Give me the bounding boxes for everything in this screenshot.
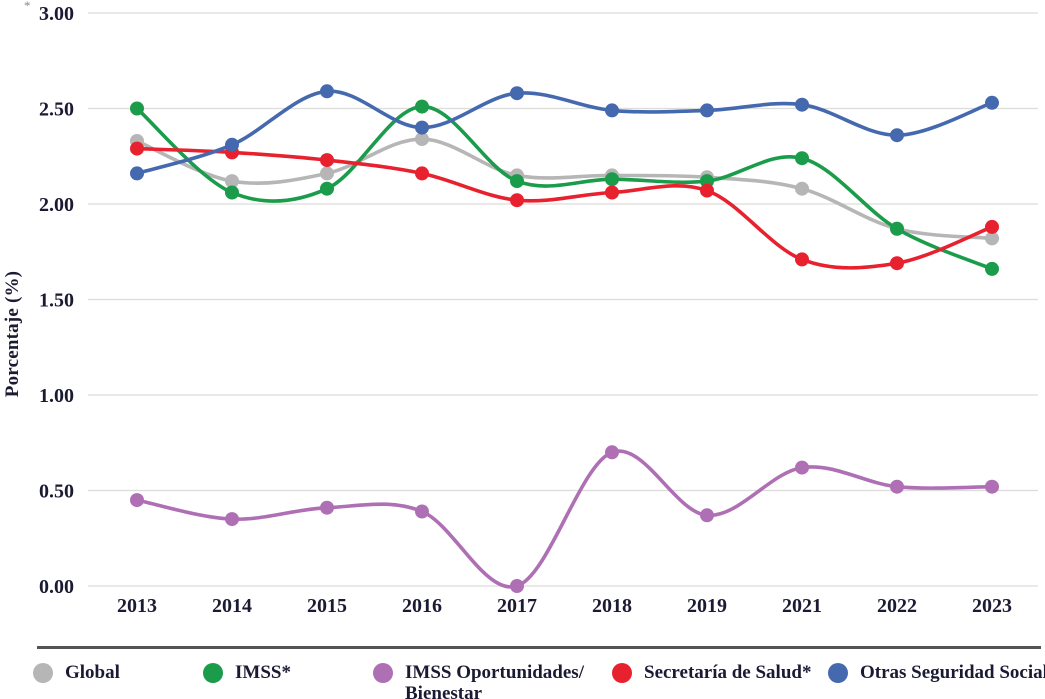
- legend-item-imss: IMSS*: [203, 662, 291, 683]
- data-point: [890, 128, 904, 143]
- data-point: [130, 493, 144, 508]
- legend-label-secretar-a-de-salud: Secretaría de Salud*: [644, 662, 812, 683]
- x-tick-label: 2015: [307, 595, 347, 617]
- series-line-imss-oportunidades-bienestar: [135, 449, 994, 589]
- data-point: [415, 99, 429, 114]
- x-axis-tick-labels: 2013 2014 2015 2016 2017 2018 2019 2021 2022 2023: [117, 595, 1012, 617]
- data-point: [320, 84, 334, 99]
- legend-swatch-secretar-a-de-salud: [612, 663, 632, 683]
- data-point: [985, 479, 999, 494]
- data-point: [795, 151, 809, 166]
- data-point: [605, 172, 619, 187]
- series-imss: [130, 99, 999, 276]
- data-point: [700, 183, 714, 198]
- legend-label-imss-oportunidades-bienestar: IMSS Oportunidades/Bienestar: [405, 662, 584, 699]
- y-tick-label: 3.00: [39, 3, 74, 25]
- series-line-otras-seguridad-social: [135, 89, 994, 176]
- data-point: [320, 500, 334, 515]
- series-secretar-a-de-salud: [130, 141, 999, 271]
- x-tick-label: 2019: [687, 595, 727, 617]
- y-tick-label: 0.50: [39, 481, 74, 503]
- data-point: [890, 256, 904, 271]
- data-point: [320, 181, 334, 196]
- data-point: [985, 95, 999, 110]
- data-point: [700, 508, 714, 523]
- legend-item-imss-oportunidades-bienestar: IMSS Oportunidades/Bienestar: [373, 662, 584, 699]
- data-point: [985, 231, 999, 246]
- data-point: [130, 141, 144, 156]
- data-point: [130, 101, 144, 116]
- data-point: [795, 460, 809, 475]
- chart-legend: Global IMSS* IMSS Oportunidades/Bienestar S…: [0, 662, 1045, 699]
- legend-item-otras-seguridad-social: Otras Seguridad Social: [828, 662, 1045, 683]
- legend-label-global: Global: [65, 662, 120, 683]
- series-imss-oportunidades-bienestar: [130, 445, 999, 593]
- data-point: [415, 504, 429, 519]
- chart-canvas: 3.00 2.50 2.00 1.50 1.00 0.50 0.00 2013 2014 2015…: [39, 3, 1038, 617]
- data-point: [605, 185, 619, 200]
- data-point: [985, 261, 999, 276]
- data-point: [130, 166, 144, 181]
- y-tick-label: 1.00: [39, 385, 74, 407]
- y-tick-label: 0.00: [39, 576, 74, 598]
- data-point: [890, 479, 904, 494]
- data-point: [510, 174, 524, 189]
- data-point: [320, 153, 334, 168]
- data-point: [890, 221, 904, 236]
- series-line-imss: [135, 104, 994, 271]
- data-point: [225, 185, 239, 200]
- x-tick-label: 2013: [117, 595, 157, 617]
- series-line-secretar-a-de-salud: [135, 146, 994, 270]
- y-tick-label: 2.50: [39, 99, 74, 121]
- legend-swatch-imss-oportunidades-bienestar: [373, 663, 393, 683]
- legend-item-global: Global: [33, 662, 120, 683]
- data-point: [510, 193, 524, 208]
- data-point: [795, 181, 809, 196]
- data-point: [605, 445, 619, 460]
- series-line-global: [135, 137, 994, 241]
- data-point: [225, 174, 239, 189]
- data-point: [510, 86, 524, 101]
- data-point: [415, 132, 429, 147]
- data-point: [510, 579, 524, 593]
- data-point: [795, 252, 809, 267]
- stray-asterisk-mark: *: [24, 0, 31, 13]
- series-otras-seguridad-social: [130, 84, 999, 181]
- y-tick-label: 2.00: [39, 194, 74, 216]
- data-point: [985, 219, 999, 234]
- legend-label-otras-seguridad-social: Otras Seguridad Social: [860, 662, 1045, 683]
- legend-swatch-imss: [203, 663, 223, 683]
- x-tick-label: 2016: [402, 595, 442, 617]
- data-point: [605, 103, 619, 118]
- x-tick-label: 2021: [782, 595, 822, 617]
- data-point: [700, 103, 714, 118]
- series-global: [130, 132, 999, 246]
- gridlines: [88, 12, 1038, 587]
- data-point: [225, 137, 239, 152]
- x-tick-label: 2014: [212, 595, 252, 617]
- legend-separator-line: [37, 646, 1041, 649]
- data-point: [415, 166, 429, 181]
- data-point: [795, 97, 809, 112]
- legend-swatch-global: [33, 663, 53, 683]
- data-point: [320, 166, 334, 181]
- x-tick-label: 2022: [877, 595, 917, 617]
- x-tick-label: 2017: [497, 595, 537, 617]
- legend-item-secretar-a-de-salud: Secretaría de Salud*: [612, 662, 811, 683]
- y-axis-tick-labels: 3.00 2.50 2.00 1.50 1.00 0.50 0.00: [39, 3, 74, 598]
- legend-swatch-otras-seguridad-social: [828, 663, 848, 683]
- data-point: [415, 120, 429, 135]
- y-tick-label: 1.50: [39, 290, 74, 312]
- legend-label-imss: IMSS*: [235, 662, 291, 683]
- data-point: [225, 512, 239, 527]
- x-tick-label: 2023: [972, 595, 1012, 617]
- x-tick-label: 2018: [592, 595, 632, 617]
